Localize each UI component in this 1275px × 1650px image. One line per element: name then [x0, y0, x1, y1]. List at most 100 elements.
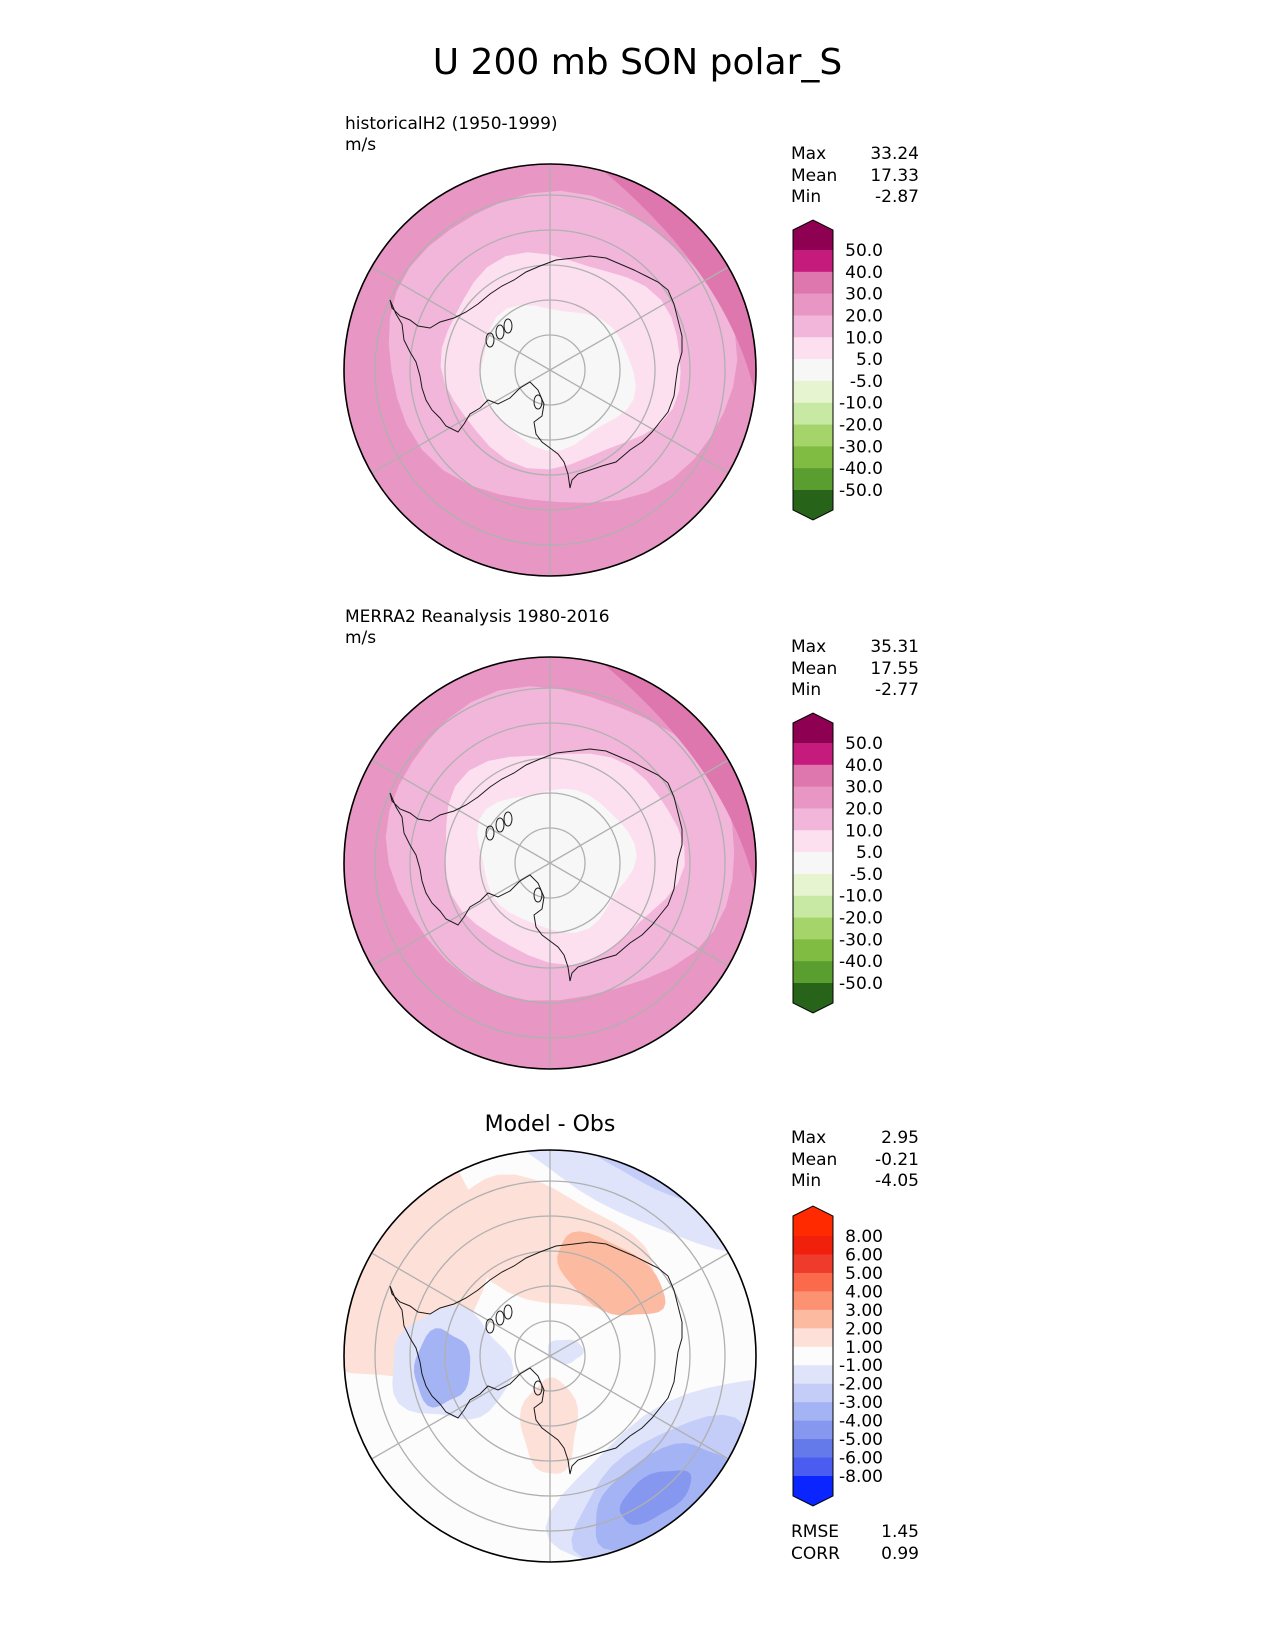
- panel1-colorbar-tick-label: -5.0: [850, 372, 883, 392]
- panel3-colorbar-tick-label: -4.00: [839, 1412, 883, 1432]
- island-outline: [503, 1304, 513, 1320]
- panel3-colorbar-tick-label: -8.00: [839, 1467, 883, 1487]
- panel2-colorbar-tick-label: 50.0: [845, 734, 883, 754]
- panel1-colorbar-extension-top: [793, 220, 833, 250]
- panel1-colorbar-segment: [793, 380, 833, 404]
- panel3-colorbar-tick-label: -5.00: [839, 1430, 883, 1450]
- panel1-colorbar-tick-label: -20.0: [839, 416, 883, 436]
- panel2-title-line1: MERRA2 Reanalysis 1980-2016: [345, 607, 610, 627]
- panel2-stats: Max 35.31 Mean 17.55 Min -2.77: [791, 637, 919, 702]
- panel2-colorbar-tick-label: -5.0: [850, 865, 883, 885]
- panel2-colorbar: 50.040.030.020.010.05.0-5.0-10.0-20.0-30…: [792, 712, 883, 1014]
- longitude-gridline: [549, 1355, 729, 1460]
- panel3-colorbar-segment: [793, 1420, 833, 1440]
- panel2-colorbar-tick-label: -30.0: [839, 930, 883, 950]
- island-outline: [503, 318, 513, 334]
- panel2-colorbar-segment: [793, 895, 833, 919]
- panel1-colorbar-outline: [792, 219, 834, 521]
- stat-mean-value: 17.55: [870, 658, 919, 679]
- panel2-colorbar-segment: [793, 917, 833, 940]
- panel3-colorbar: 8.006.005.004.003.002.001.00-1.00-2.00-3…: [792, 1205, 883, 1507]
- island-outline: [533, 1380, 543, 1396]
- panel2-colorbar-segment: [793, 743, 833, 766]
- map-boundary: [343, 656, 757, 1070]
- panel1-colorbar-tick-label: 10.0: [845, 328, 883, 348]
- panel3-title: Model - Obs: [484, 1112, 616, 1137]
- corr-label: CORR: [791, 1543, 840, 1564]
- stat-max-value: 33.24: [870, 144, 919, 164]
- panel1-title-line1: historicalH2 (1950-1999): [345, 114, 558, 134]
- panel2-units: m/s: [345, 628, 377, 648]
- panel3-colorbar-segment: [793, 1346, 833, 1366]
- panel3-colorbar-tick-label: 1.00: [845, 1338, 883, 1358]
- stat-mean-label: Mean: [791, 658, 838, 679]
- antarctica-coastline: [389, 1241, 683, 1475]
- corr-value: 0.99: [881, 1543, 919, 1564]
- panel1-title: historicalH2 (1950-1999) m/s: [345, 114, 558, 156]
- longitude-gridline: [371, 369, 551, 474]
- antarctica-coastline: [389, 748, 683, 982]
- panel2-polar-map: [343, 656, 757, 1070]
- panel3-colorbar-segment: [793, 1457, 833, 1477]
- panel2-colorbar-tick-label: 10.0: [845, 821, 883, 841]
- panel3-colorbar-tick-label: -1.00: [839, 1356, 883, 1376]
- contour-fill-minus5-5: [477, 788, 637, 933]
- panel2-colorbar-tick-label: 20.0: [845, 799, 883, 819]
- panel3-colorbar-tick-label: 5.00: [845, 1264, 883, 1284]
- stat-mean-label: Mean: [791, 165, 838, 186]
- panel3-colorbar-tick-label: 8.00: [845, 1227, 883, 1247]
- panel1-polar-map: [343, 163, 757, 577]
- panel2-colorbar-segment: [793, 852, 833, 875]
- stat-mean-value: -0.21: [875, 1149, 919, 1170]
- longitude-gridline: [549, 1252, 729, 1357]
- stat-min-label: Min: [791, 187, 822, 207]
- stat-mean-label: Mean: [791, 1149, 838, 1170]
- contour-fill-minus1-minus2: [501, 1150, 739, 1252]
- panel3-colorbar-segment: [793, 1254, 833, 1274]
- panel3-colorbar-segment: [793, 1439, 833, 1459]
- panel2-colorbar-tick-label: 5.0: [856, 843, 883, 863]
- panel2-colorbar-tick-label: -20.0: [839, 909, 883, 929]
- panel3-colorbar-extension-bottom: [793, 1476, 833, 1506]
- panel3-stats: Max 2.95 Mean -0.21 Min -4.05: [791, 1128, 919, 1193]
- panel1-colorbar-extension-bottom: [793, 490, 833, 520]
- panel1-colorbar-segment: [793, 424, 833, 447]
- contour-fill-minus5-5: [479, 305, 636, 451]
- rmse-value: 1.45: [881, 1522, 919, 1542]
- island-outline: [495, 1310, 505, 1326]
- panel3-colorbar-segment: [793, 1365, 833, 1385]
- panel3-colorbar-segment: [793, 1328, 833, 1348]
- panel2-colorbar-segment: [793, 961, 833, 984]
- panel2-colorbar-tick-label: 40.0: [845, 756, 883, 776]
- panel1-colorbar-tick-label: -30.0: [839, 437, 883, 457]
- panel3-colorbar-tick-label: -2.00: [839, 1375, 883, 1395]
- stat-min-label: Min: [791, 1171, 822, 1191]
- stat-min-label: Min: [791, 680, 822, 700]
- panel2-colorbar-segment: [793, 764, 833, 788]
- panel3-colorbar-outline: [792, 1205, 834, 1507]
- panel3-colorbar-segment: [793, 1309, 833, 1329]
- panel1-colorbar-segment: [793, 402, 833, 426]
- panel3-colorbar-segment: [793, 1402, 833, 1422]
- longitude-gridline: [371, 266, 551, 371]
- panel1-colorbar-tick-label: 5.0: [856, 350, 883, 370]
- panel2-colorbar-segment: [793, 830, 833, 853]
- panel2-colorbar-extension-top: [793, 713, 833, 743]
- panel2-colorbar-segment: [793, 786, 833, 809]
- stat-max-label: Max: [791, 1128, 827, 1148]
- island-outline: [503, 811, 513, 827]
- stat-max-value: 35.31: [870, 637, 919, 657]
- panel3-metrics: RMSE 1.45 CORR 0.99: [791, 1522, 919, 1565]
- panel2-colorbar-extension-bottom: [793, 983, 833, 1013]
- panel1-colorbar: 50.040.030.020.010.05.0-5.0-10.0-20.0-30…: [792, 219, 883, 521]
- panel1-colorbar-tick-label: 30.0: [845, 285, 883, 305]
- stat-max-label: Max: [791, 144, 827, 164]
- panel3-colorbar-segment: [793, 1236, 833, 1255]
- panel1-colorbar-segment: [793, 359, 833, 382]
- island-outline: [495, 817, 505, 833]
- panel1-stats: Max 33.24 Mean 17.33 Min -2.87: [791, 144, 919, 209]
- panel2-colorbar-segment: [793, 808, 833, 831]
- rmse-label: RMSE: [791, 1522, 840, 1542]
- panel1-colorbar-tick-label: -50.0: [839, 481, 883, 501]
- antarctica-coastline: [389, 255, 683, 489]
